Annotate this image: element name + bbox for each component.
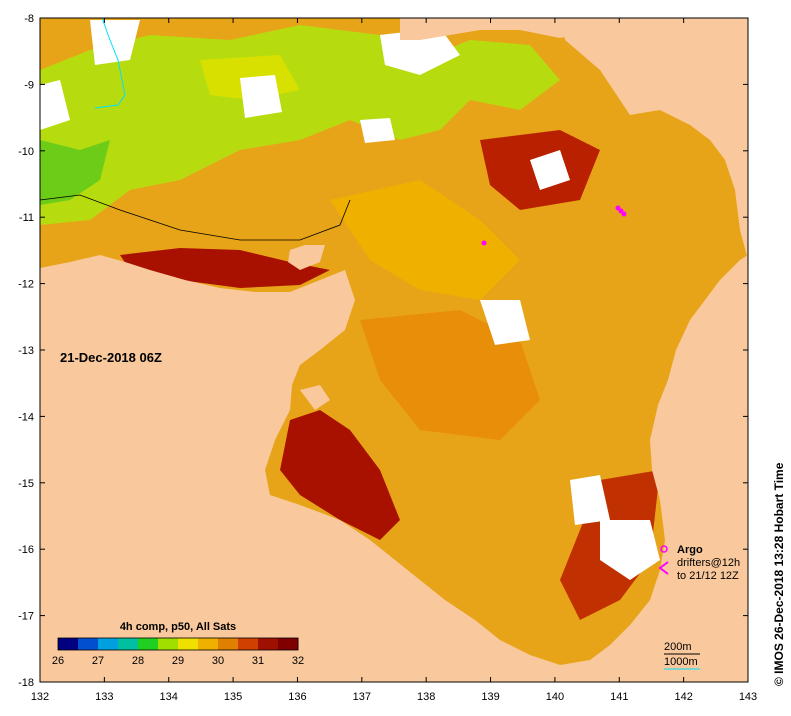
credit-label: © IMOS 26-Dec-2018 13:28 Hobart Time <box>772 462 786 686</box>
y-tick-label: -13 <box>18 345 34 357</box>
land-cape-york <box>560 18 748 260</box>
argo-markers <box>481 205 627 246</box>
colorbar-swatch <box>258 638 279 650</box>
drifters-label: drifters@12h <box>677 557 740 569</box>
y-tick-label: -8 <box>24 13 34 25</box>
cool-water-region <box>40 25 560 225</box>
isobath-1000-label: 1000m <box>664 656 698 668</box>
drifter-legend: Argo drifters@12h to 21/12 12Z <box>658 544 740 582</box>
x-tick-label: 137 <box>353 691 371 703</box>
y-tick-label: -11 <box>19 212 34 224</box>
colorbar-label: 31 <box>252 655 264 667</box>
colorbar-swatch <box>158 638 179 650</box>
x-tick-label: 134 <box>160 691 178 703</box>
colorbar-label: 28 <box>132 655 144 667</box>
map-plot-area <box>39 17 749 683</box>
y-tick-label: -17 <box>18 611 34 623</box>
colorbar-swatches <box>58 638 299 650</box>
x-tick-label: 142 <box>674 691 692 703</box>
cloud-gap <box>240 75 282 118</box>
x-tick-label: 132 <box>31 691 49 703</box>
argo-legend-icon <box>660 545 668 553</box>
x-tick-label: 138 <box>417 691 435 703</box>
y-tick-label: -18 <box>18 677 34 689</box>
x-tick-label: 141 <box>610 691 628 703</box>
colorbar-swatch <box>278 638 299 650</box>
colorbar-label: 30 <box>212 655 224 667</box>
colorbar-labels: 26 27 28 29 30 31 32 <box>52 655 304 667</box>
x-tick-label: 136 <box>288 691 306 703</box>
y-axis: -8 -9 -10 -11 -12 -13 -14 -15 -16 -17 -18 <box>18 13 748 689</box>
colorbar-swatch <box>118 638 139 650</box>
colorbar-swatch <box>78 638 99 650</box>
x-tick-label: 133 <box>95 691 113 703</box>
y-tick-label: -12 <box>18 279 34 291</box>
x-tick-label: 135 <box>224 691 242 703</box>
colorbar-label: 32 <box>292 655 304 667</box>
colorbar-swatch <box>178 638 199 650</box>
colorbar-label: 27 <box>92 655 104 667</box>
colorbar-swatch <box>218 638 239 650</box>
x-tick-label: 139 <box>481 691 499 703</box>
x-axis: 132 133 134 135 136 137 138 139 140 141 142 143 <box>31 18 757 703</box>
colorbar-swatch <box>58 638 79 650</box>
y-tick-label: -10 <box>18 146 34 158</box>
y-tick-label: -14 <box>18 411 34 423</box>
colorbar-label: 29 <box>172 655 184 667</box>
colorbar-label: 26 <box>52 655 64 667</box>
y-tick-label: -9 <box>24 79 34 91</box>
colorbar-swatch <box>138 638 159 650</box>
isobath-200m <box>39 194 351 241</box>
colorbar-swatch <box>238 638 259 650</box>
colorbar-swatch <box>198 638 219 650</box>
isobath-200-label: 200m <box>664 641 692 653</box>
colorbar-swatch <box>98 638 119 650</box>
drifter-legend-icon <box>658 561 669 575</box>
x-tick-label: 143 <box>739 691 757 703</box>
isobath-1000m <box>94 17 126 109</box>
land-png <box>400 18 748 40</box>
land-nt <box>40 255 748 682</box>
argo-label: Argo <box>677 544 703 556</box>
drifters-date: to 21/12 12Z <box>677 570 739 582</box>
x-tick-label: 140 <box>546 691 564 703</box>
y-tick-label: -15 <box>18 478 34 490</box>
colorbar-title: 4h comp, p50, All Sats <box>120 621 236 633</box>
date-label: 21-Dec-2018 06Z <box>60 350 162 365</box>
isobath-legend: 200m 1000m <box>664 641 700 670</box>
y-tick-label: -16 <box>18 544 34 556</box>
colorbar: 4h comp, p50, All Sats 26 27 28 29 30 31 32 <box>52 621 304 667</box>
